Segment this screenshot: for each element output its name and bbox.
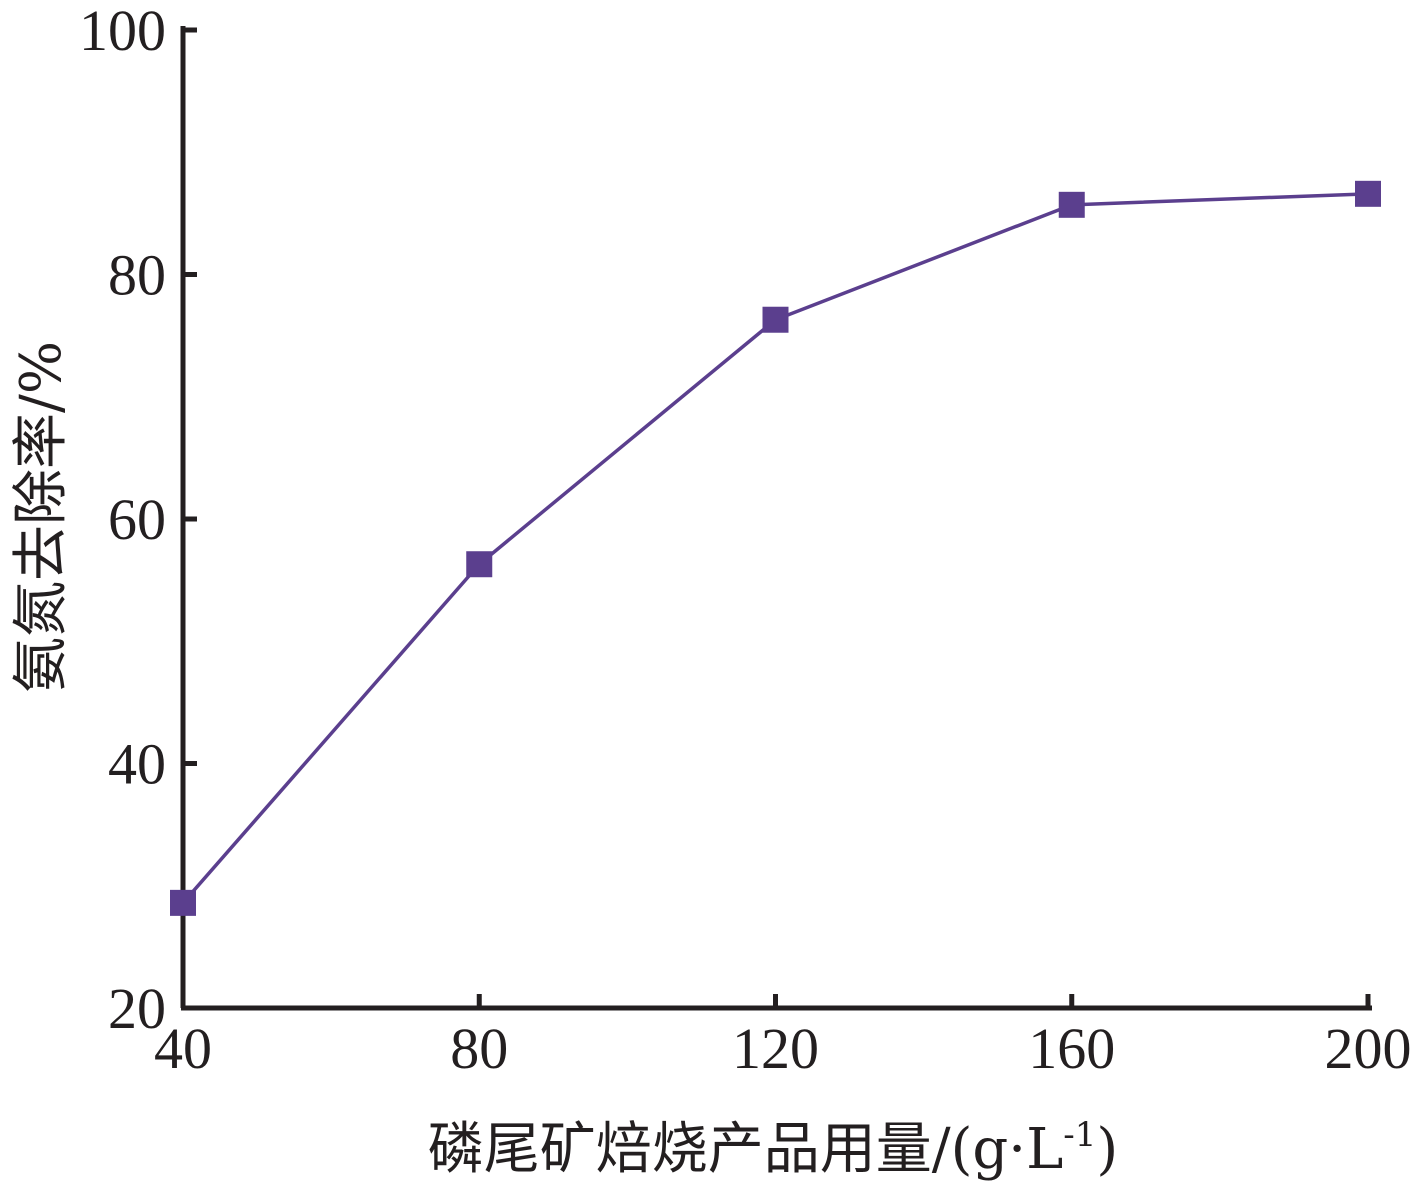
y-tick-label: 60 [108,487,166,552]
x-axis-title: 磷尾矿焙烧产品用量/(g·L-1) [428,1115,1119,1181]
x-axis-ticks: 40 80 120 160 200 [154,994,1412,1081]
y-tick-label: 100 [79,0,166,63]
x-tick-label: 120 [732,1016,819,1081]
y-axis-ticks: 20 40 60 80 100 [79,0,197,1041]
data-point-marker [170,889,196,916]
x-tick-label: 80 [450,1016,508,1081]
data-point-marker [1058,191,1085,218]
y-tick-label: 20 [108,976,166,1041]
x-tick-label: 160 [1028,1016,1115,1081]
series-layer [170,180,1381,916]
data-point-marker [466,551,493,578]
x-tick-label: 40 [154,1016,212,1081]
y-axis-title: 氨氮去除率/% [9,341,74,693]
y-tick-label: 40 [108,732,166,797]
data-point-marker [1355,180,1381,207]
data-point-marker [762,306,789,333]
x-tick-label: 200 [1325,1016,1412,1081]
y-tick-label: 80 [108,243,166,308]
series-line [181,192,1369,905]
